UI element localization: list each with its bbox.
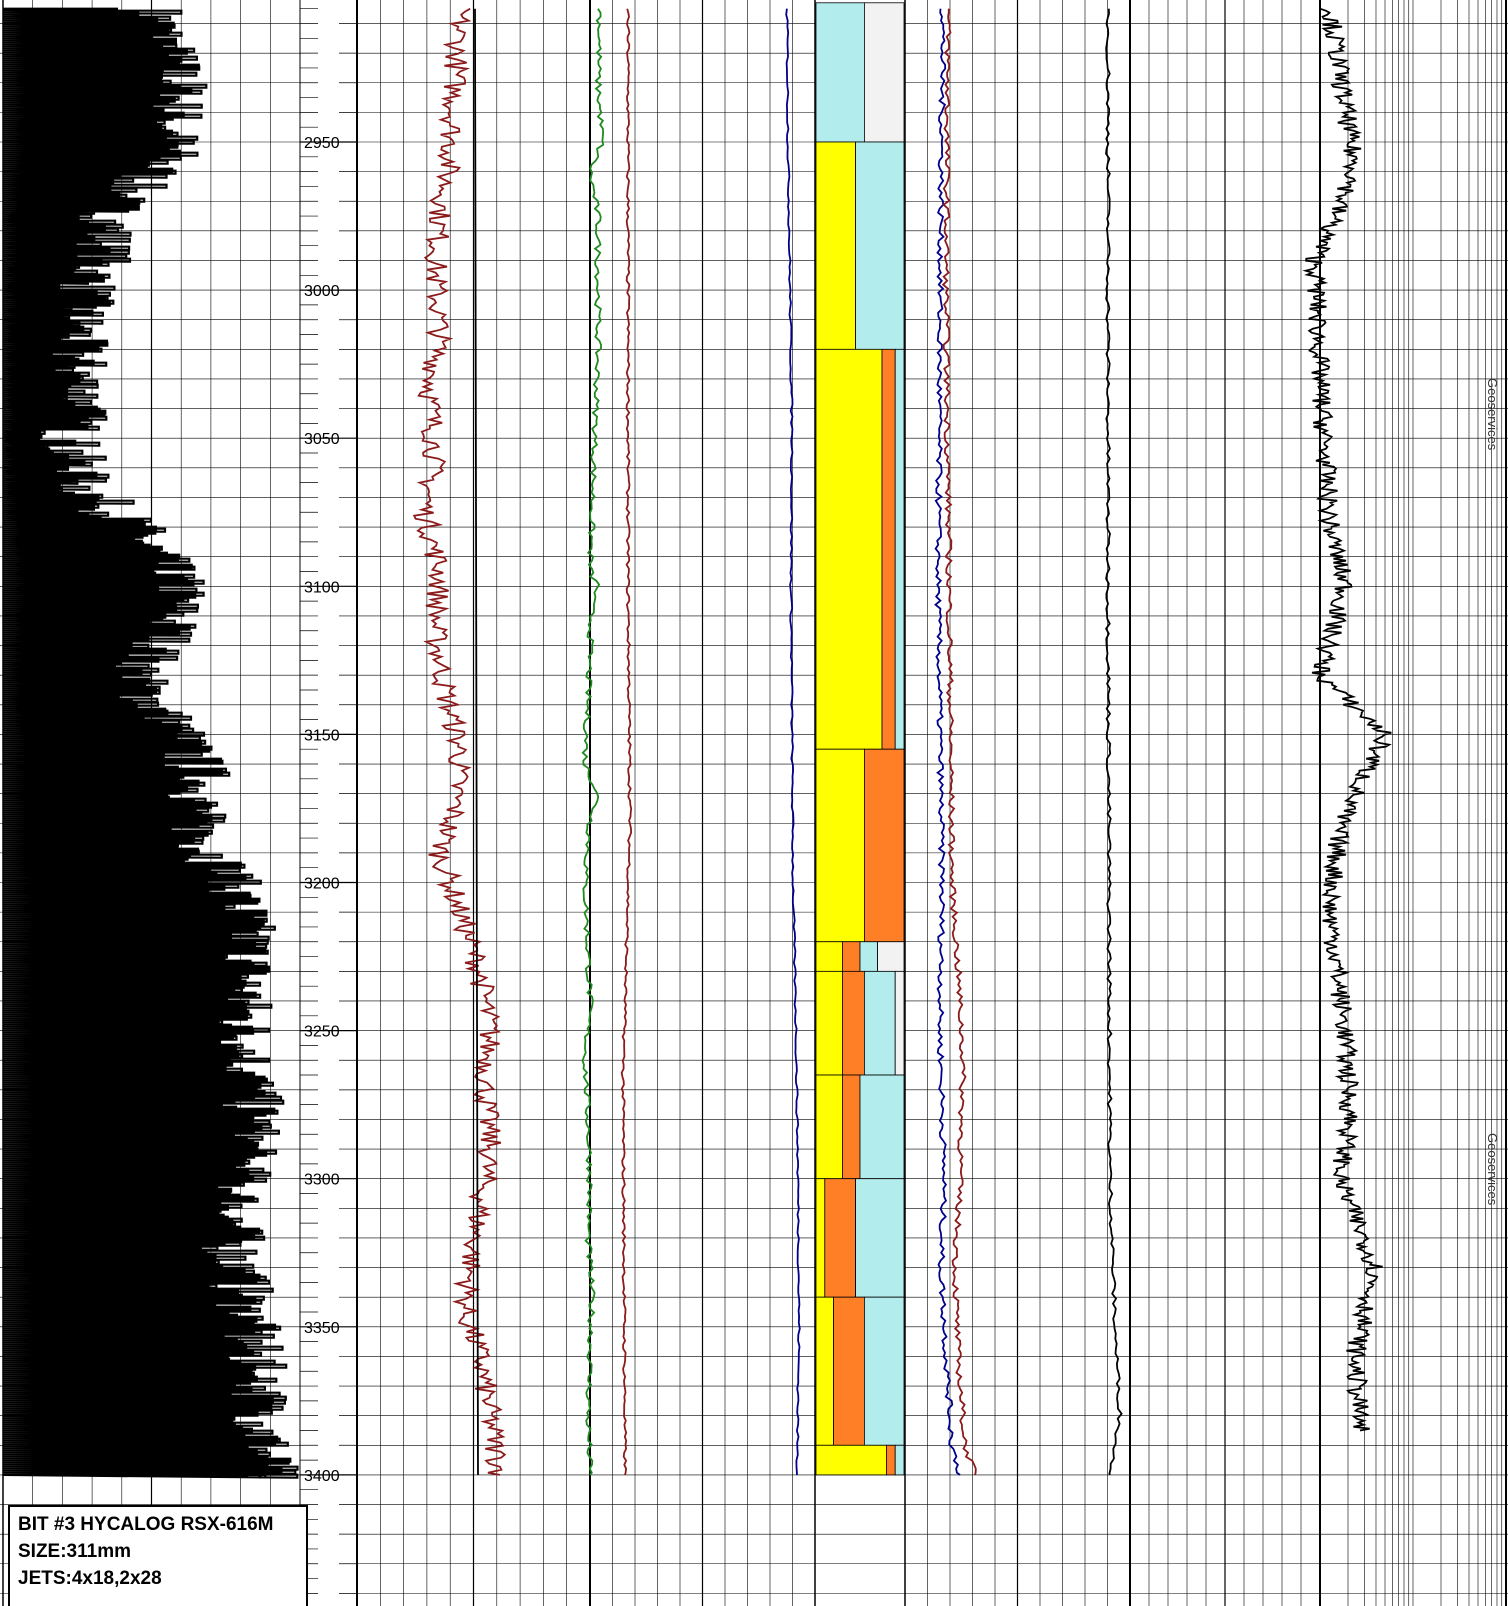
lithology-sandstone bbox=[815, 1178, 826, 1298]
lithology-sandstone bbox=[815, 970, 843, 1076]
lithology-dolomite bbox=[824, 1178, 856, 1298]
lithology-claystone bbox=[894, 1444, 905, 1476]
curve-gas-c1 bbox=[934, 8, 961, 1476]
lithology-claystone bbox=[859, 1074, 905, 1180]
lithology-claystone bbox=[815, 2, 865, 143]
watermark-1: Geoservices bbox=[1485, 378, 1500, 451]
lithology-claystone bbox=[855, 141, 905, 350]
curves-layer bbox=[2, 7, 1392, 1479]
lithology-dolomite bbox=[864, 748, 905, 943]
lithology-dolomite bbox=[842, 970, 865, 1076]
bit-info-line-2: SIZE:311mm bbox=[18, 1541, 131, 1562]
depth-tick-label: 3150 bbox=[304, 727, 340, 744]
curve-drilling-rate bbox=[2, 7, 299, 1479]
depth-tick-label: 3000 bbox=[304, 283, 340, 300]
curve-weight-on-bit bbox=[581, 8, 605, 1476]
curve-gamma bbox=[412, 7, 507, 1476]
curve-mud-weight bbox=[1105, 8, 1123, 1476]
depth-tick-label: 3400 bbox=[304, 1468, 340, 1485]
depth-tick-label: 3300 bbox=[304, 1172, 340, 1189]
depth-tick-label: 2950 bbox=[304, 135, 340, 152]
lithology-dolomite bbox=[886, 1444, 896, 1476]
lithology-claystone bbox=[864, 970, 896, 1076]
depth-tick-label: 3050 bbox=[304, 431, 340, 448]
lithology-sandstone bbox=[815, 141, 856, 350]
curve-torque bbox=[785, 8, 801, 1475]
lithology-sandstone bbox=[815, 348, 883, 750]
depth-tick-label: 3350 bbox=[304, 1320, 340, 1337]
depth-tick-label: 3250 bbox=[304, 1024, 340, 1041]
lithology-dolomite bbox=[842, 941, 861, 972]
lithology-sandstone bbox=[815, 941, 843, 972]
lithology-siltstone bbox=[894, 970, 905, 1076]
curve-resistivity bbox=[1302, 7, 1392, 1432]
lithology-claystone bbox=[894, 348, 905, 750]
lithology-dolomite bbox=[833, 1296, 865, 1446]
lithology-sandstone bbox=[815, 1296, 835, 1446]
lithology-siltstone bbox=[864, 2, 905, 143]
bit-info-line-3: JETS:4x18,2x28 bbox=[18, 1568, 162, 1589]
lithology-siltstone bbox=[877, 941, 905, 972]
curve-gamma-baseline bbox=[474, 8, 479, 1475]
lithology-column bbox=[815, 2, 905, 1476]
lithology-claystone bbox=[855, 1178, 905, 1298]
lithology-dolomite bbox=[842, 1074, 861, 1180]
curve-gas-total bbox=[941, 8, 977, 1476]
curve-rpm bbox=[620, 8, 633, 1476]
depth-track: 2950 3000 3050 3100 3150 3200 3250 3300 3350 3400 bbox=[250, 8, 357, 1594]
lithology-claystone bbox=[864, 1296, 905, 1446]
bit-info-box: BIT #3 HYCALOG RSX-616M SIZE:311mm JETS:… bbox=[8, 1505, 308, 1606]
bit-info-line-1: BIT #3 HYCALOG RSX-616M bbox=[18, 1514, 274, 1535]
depth-tick-label: 3200 bbox=[304, 876, 340, 893]
total-depth-marker bbox=[250, 1462, 270, 1479]
lithology-claystone bbox=[859, 941, 879, 972]
lithology-sandstone bbox=[815, 1444, 887, 1476]
depth-tick-label: 3100 bbox=[304, 579, 340, 596]
watermark-2: Geoservices bbox=[1485, 1133, 1500, 1206]
lithology-dolomite bbox=[881, 348, 896, 750]
lithology-sandstone bbox=[815, 748, 865, 943]
lithology-sandstone bbox=[815, 1074, 843, 1180]
